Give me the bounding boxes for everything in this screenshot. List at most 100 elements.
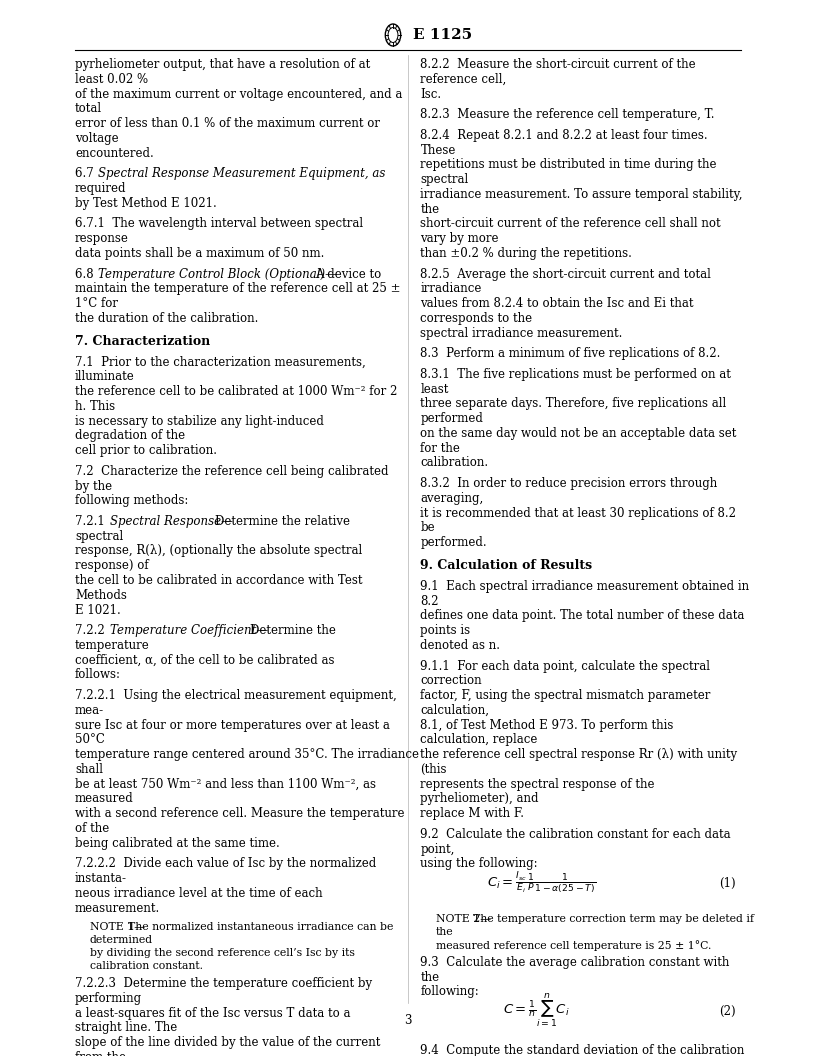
Text: irradiance measurement. To assure temporal stability,: irradiance measurement. To assure tempor… — [420, 188, 743, 201]
Text: denoted as n.: denoted as n. — [420, 639, 500, 652]
Text: A device to: A device to — [315, 267, 381, 281]
Text: on the same day would not be an acceptable data set: on the same day would not be an acceptab… — [420, 427, 737, 440]
Text: (this: (this — [420, 762, 447, 776]
Text: three separate days. Therefore, five replications all: three separate days. Therefore, five rep… — [420, 397, 727, 411]
Text: 7.2.1: 7.2.1 — [75, 515, 109, 528]
Text: error of less than 0.1 % of the maximum current or: error of less than 0.1 % of the maximum … — [75, 117, 380, 130]
Text: coefficient, α, of the cell to be calibrated as: coefficient, α, of the cell to be calibr… — [75, 654, 335, 666]
Text: calculation,: calculation, — [420, 704, 490, 717]
Text: encountered.: encountered. — [75, 147, 153, 159]
Text: points is: points is — [420, 624, 471, 637]
Text: following:: following: — [420, 985, 479, 998]
Text: Methods: Methods — [75, 589, 126, 602]
Text: the: the — [420, 970, 440, 983]
Text: maintain the temperature of the reference cell at 25 ±: maintain the temperature of the referenc… — [75, 282, 401, 296]
Text: slope of the line divided by the value of the current: slope of the line divided by the value o… — [75, 1036, 380, 1050]
Text: measured reference cell temperature is 25 ± 1°C.: measured reference cell temperature is 2… — [436, 940, 711, 950]
Text: the: the — [420, 203, 440, 215]
Text: point,: point, — [420, 843, 455, 855]
Text: 6.7: 6.7 — [75, 167, 97, 181]
Text: Determine the relative: Determine the relative — [215, 515, 350, 528]
Text: response, R(λ), (optionally the absolute spectral: response, R(λ), (optionally the absolute… — [75, 545, 362, 558]
Text: Spectral Response—: Spectral Response— — [110, 515, 233, 528]
Text: Spectral Response Measurement Equipment, as: Spectral Response Measurement Equipment,… — [99, 167, 386, 181]
Text: NOTE 1—: NOTE 1— — [90, 922, 145, 932]
Text: 9.3  Calculate the average calibration constant with: 9.3 Calculate the average calibration co… — [420, 956, 730, 968]
Text: The temperature correction term may be deleted if: The temperature correction term may be d… — [473, 913, 755, 924]
Text: a least-squares fit of the Isc versus T data to a: a least-squares fit of the Isc versus T … — [75, 1006, 351, 1020]
Text: vary by more: vary by more — [420, 232, 499, 245]
Text: spectral: spectral — [75, 530, 123, 543]
Text: total: total — [75, 102, 102, 115]
Text: 8.1, of Test Method E 973. To perform this: 8.1, of Test Method E 973. To perform th… — [420, 718, 674, 732]
Text: the reference cell spectral response Rr (λ) with unity: the reference cell spectral response Rr … — [420, 748, 738, 761]
Text: 8.2.5  Average the short-circuit current and total: 8.2.5 Average the short-circuit current … — [420, 267, 712, 281]
Text: of the: of the — [75, 822, 109, 835]
Text: These: These — [420, 144, 456, 156]
Text: averaging,: averaging, — [420, 492, 484, 505]
Text: response: response — [75, 232, 129, 245]
Text: temperature: temperature — [75, 639, 150, 652]
Text: E 1021.: E 1021. — [75, 603, 121, 617]
Text: Temperature Coefficient—: Temperature Coefficient— — [110, 624, 268, 637]
Text: sure Isc at four or more temperatures over at least a: sure Isc at four or more temperatures ov… — [75, 718, 390, 732]
Text: spectral: spectral — [420, 173, 468, 186]
Text: 8.3.2  In order to reduce precision errors through: 8.3.2 In order to reduce precision error… — [420, 477, 718, 490]
Text: by Test Method E 1021.: by Test Method E 1021. — [75, 196, 217, 210]
Text: measurement.: measurement. — [75, 902, 160, 914]
Text: is necessary to stabilize any light-induced: is necessary to stabilize any light-indu… — [75, 415, 324, 428]
Text: required: required — [75, 182, 126, 195]
Text: 8.2: 8.2 — [420, 595, 439, 607]
Text: $C_i = \frac{I_{sc}}{E_i} \frac{1}{P} \frac{1}{1 - \alpha(25 - T)}$: $C_i = \frac{I_{sc}}{E_i} \frac{1}{P} \f… — [487, 870, 596, 895]
Text: degradation of the: degradation of the — [75, 430, 185, 442]
Text: 9.1  Each spectral irradiance measurement obtained in: 9.1 Each spectral irradiance measurement… — [420, 580, 750, 592]
Text: 7.1  Prior to the characterization measurements,: 7.1 Prior to the characterization measur… — [75, 356, 366, 369]
Text: data points shall be a maximum of 50 nm.: data points shall be a maximum of 50 nm. — [75, 247, 325, 260]
Text: of the maximum current or voltage encountered, and a: of the maximum current or voltage encoun… — [75, 88, 402, 100]
Text: 6.8: 6.8 — [75, 267, 97, 281]
Text: least: least — [420, 382, 449, 396]
Text: being calibrated at the same time.: being calibrated at the same time. — [75, 836, 280, 850]
Text: calibration constant.: calibration constant. — [90, 961, 203, 972]
Text: NOTE 2—: NOTE 2— — [436, 913, 490, 924]
Text: least 0.02 %: least 0.02 % — [75, 73, 149, 86]
Text: determined: determined — [90, 936, 153, 945]
Text: h. This: h. This — [75, 400, 115, 413]
Text: 8.2.2  Measure the short-circuit current of the: 8.2.2 Measure the short-circuit current … — [420, 58, 696, 71]
Text: performed: performed — [420, 412, 483, 426]
Text: the cell to be calibrated in accordance with Test: the cell to be calibrated in accordance … — [75, 574, 362, 587]
Text: 8.2.4  Repeat 8.2.1 and 8.2.2 at least four times.: 8.2.4 Repeat 8.2.1 and 8.2.2 at least fo… — [420, 129, 708, 142]
Text: straight line. The: straight line. The — [75, 1021, 177, 1035]
Text: Isc.: Isc. — [420, 88, 441, 100]
Text: be at least 750 Wm⁻² and less than 1100 Wm⁻², as: be at least 750 Wm⁻² and less than 1100 … — [75, 777, 376, 791]
Text: reference cell,: reference cell, — [420, 73, 507, 86]
Text: for the: for the — [420, 441, 460, 455]
Text: spectral irradiance measurement.: spectral irradiance measurement. — [420, 326, 623, 340]
Text: instanta-: instanta- — [75, 872, 127, 885]
Text: temperature range centered around 35°C. The irradiance: temperature range centered around 35°C. … — [75, 748, 419, 761]
Text: 9.4  Compute the standard deviation of the calibration: 9.4 Compute the standard deviation of th… — [420, 1044, 745, 1056]
Text: (2): (2) — [720, 1004, 736, 1018]
Text: neous irradiance level at the time of each: neous irradiance level at the time of ea… — [75, 887, 322, 900]
Text: from the: from the — [75, 1051, 126, 1056]
Text: 3: 3 — [404, 1015, 412, 1027]
Text: be: be — [420, 522, 435, 534]
Text: E 1125: E 1125 — [413, 29, 472, 42]
Text: 50°C: 50°C — [75, 733, 105, 747]
Text: than ±0.2 % during the repetitions.: than ±0.2 % during the repetitions. — [420, 247, 632, 260]
Text: illuminate: illuminate — [75, 371, 135, 383]
Text: mea-: mea- — [75, 704, 104, 717]
Text: the reference cell to be calibrated at 1000 Wm⁻² for 2: the reference cell to be calibrated at 1… — [75, 385, 397, 398]
Text: defines one data point. The total number of these data: defines one data point. The total number… — [420, 609, 745, 622]
Text: (1): (1) — [720, 876, 736, 889]
Text: 8.3.1  The five replications must be performed on at: 8.3.1 The five replications must be perf… — [420, 367, 731, 381]
Text: Determine the: Determine the — [251, 624, 336, 637]
Text: 7.2.2.1  Using the electrical measurement equipment,: 7.2.2.1 Using the electrical measurement… — [75, 690, 397, 702]
Text: $C = \frac{1}{n} \sum_{i=1}^{n} C_i$: $C = \frac{1}{n} \sum_{i=1}^{n} C_i$ — [503, 992, 570, 1030]
Text: irradiance: irradiance — [420, 282, 482, 296]
Text: values from 8.2.4 to obtain the Isc and Ei that: values from 8.2.4 to obtain the Isc and … — [420, 297, 694, 310]
Text: the: the — [436, 927, 453, 937]
Text: the duration of the calibration.: the duration of the calibration. — [75, 312, 259, 325]
Text: response) of: response) of — [75, 560, 149, 572]
Text: follows:: follows: — [75, 668, 121, 681]
